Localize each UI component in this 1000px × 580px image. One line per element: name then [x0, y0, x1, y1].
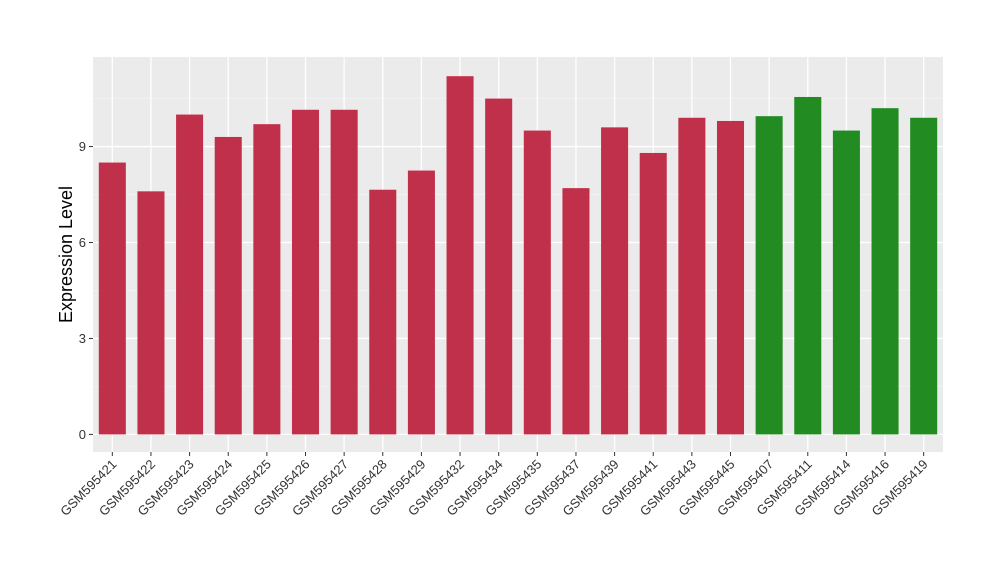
- bar-GSM595411: [794, 96, 822, 435]
- bar-GSM595443: [678, 117, 706, 435]
- bar-GSM595419: [910, 117, 938, 435]
- x-axis: GSM595421GSM595422GSM595423GSM595424GSM5…: [57, 452, 931, 519]
- bar-GSM595422: [137, 191, 165, 435]
- bar-GSM595434: [485, 98, 513, 435]
- bar-GSM595421: [98, 162, 126, 435]
- bar-GSM595426: [291, 109, 320, 435]
- bar-GSM595441: [639, 152, 667, 435]
- bar-GSM595427: [330, 109, 358, 435]
- bar-GSM595439: [601, 127, 629, 435]
- bar-GSM595407: [755, 116, 783, 435]
- bar-GSM595429: [407, 170, 435, 435]
- bar-GSM595423: [176, 114, 204, 435]
- y-tick-label: 0: [79, 427, 86, 442]
- bar-GSM595435: [523, 130, 551, 435]
- bar-GSM595424: [214, 136, 242, 435]
- y-tick-label: 6: [79, 235, 86, 250]
- y-tick-label: 3: [79, 331, 86, 346]
- bars: [98, 76, 938, 435]
- bar-GSM595416: [871, 108, 899, 435]
- bar-GSM595445: [716, 120, 745, 435]
- bar-GSM595414: [832, 130, 860, 435]
- y-axis-title: Expression Level: [56, 186, 76, 323]
- y-tick-label: 9: [79, 139, 86, 154]
- bar-GSM595432: [446, 76, 474, 435]
- bar-GSM595437: [562, 188, 590, 435]
- bar-GSM595425: [253, 124, 281, 435]
- bar-GSM595428: [369, 189, 397, 435]
- y-axis: 0 3 6 9: [79, 139, 93, 442]
